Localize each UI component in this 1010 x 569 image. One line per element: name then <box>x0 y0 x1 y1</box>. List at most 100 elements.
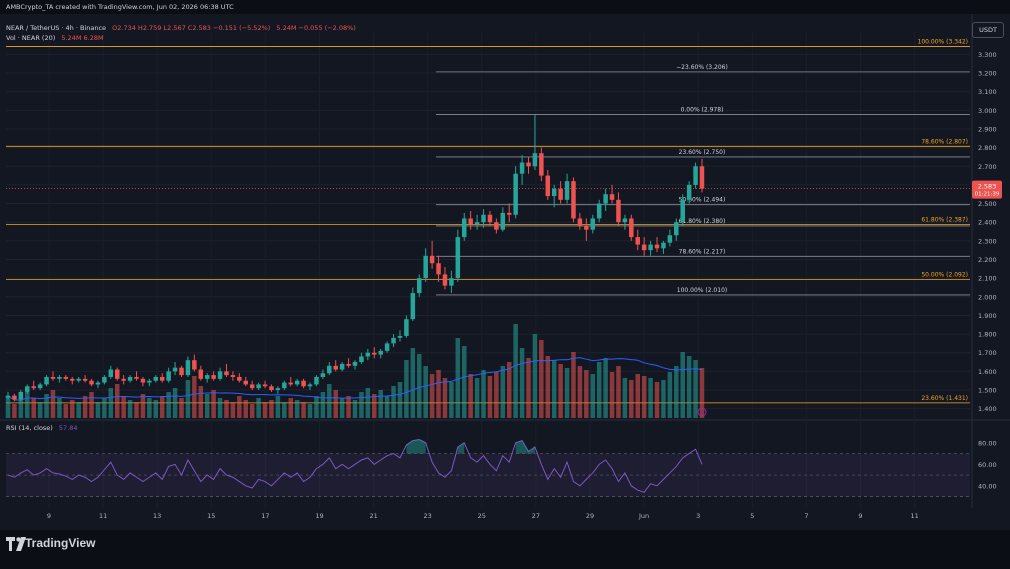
candle-body <box>243 380 249 385</box>
rsi-indicator-value: 57.84 <box>58 424 78 432</box>
volume-bar <box>256 398 261 418</box>
volume-bar <box>82 396 88 418</box>
volume-bar <box>172 388 178 418</box>
time-tick-label: 17 <box>261 512 269 520</box>
volume-bar <box>230 402 236 418</box>
tradingview-logo[interactable]: TradingView <box>6 534 116 554</box>
volume-bar <box>5 396 11 418</box>
volume-bar <box>667 372 673 418</box>
volume-bar <box>37 402 43 418</box>
candle-body <box>185 360 191 376</box>
candle-body <box>417 278 422 294</box>
volume-bar <box>616 366 621 418</box>
volume-bar <box>359 392 364 418</box>
volume-bar <box>224 400 229 418</box>
candle-body <box>506 212 512 215</box>
rsi-overbought-area <box>515 440 535 454</box>
volume-bar <box>487 376 493 418</box>
candle-body <box>571 181 576 219</box>
time-tick-label: Jun <box>638 512 649 520</box>
candle-body <box>513 173 518 215</box>
volume-bar <box>513 324 518 418</box>
candle-body <box>339 363 345 370</box>
candle-body <box>564 181 570 200</box>
candle-body <box>320 373 326 377</box>
candle-body <box>532 153 538 167</box>
time-tick-label: 15 <box>207 512 215 520</box>
volume-bar <box>333 390 338 418</box>
candle-body <box>551 188 557 197</box>
volume-bar <box>339 398 345 418</box>
candle-body <box>294 380 300 385</box>
axes[interactable]: 3.3003.2003.1003.0002.9002.8002.7002.600… <box>47 51 1002 520</box>
candle-body <box>545 175 551 197</box>
candlesticks[interactable] <box>5 114 970 417</box>
volume-bar <box>584 370 589 418</box>
price-tick-label: 2.300 <box>978 237 997 245</box>
candle-body <box>314 376 319 385</box>
fib-level-label: 61.80% (2.387) <box>921 217 968 224</box>
candle-body <box>481 214 486 223</box>
volume-bar <box>417 354 422 418</box>
symbol-label[interactable]: NEAR / TetherUS · 4h · Binance <box>6 24 107 32</box>
volume-bar <box>436 370 441 418</box>
candle-body <box>82 378 88 381</box>
candle-body <box>102 376 107 383</box>
fib-level-label: 23.60% (1.431) <box>921 395 968 402</box>
candle-body <box>282 382 287 389</box>
volume-bar <box>114 384 120 418</box>
chart-credit: AMBCrypto_TA created with TradingView.co… <box>6 3 234 11</box>
candle-body <box>455 237 461 279</box>
rsi-indicator-label[interactable]: RSI (14, close) <box>6 424 53 432</box>
time-tick-label: 19 <box>315 512 323 520</box>
time-tick-label: 3 <box>696 512 700 520</box>
volume-bar <box>237 396 242 418</box>
rsi-tick-label: 80.00 <box>978 439 997 447</box>
candle-body <box>693 166 698 185</box>
candle-body <box>603 194 608 204</box>
price-chart[interactable]: 100.00% (3.342) 78.60% (2.807) 61.80% (2.3… <box>0 14 1010 534</box>
volume-bar <box>539 340 544 418</box>
candle-body <box>461 218 467 238</box>
volume-bar <box>622 378 628 418</box>
volume-bar <box>307 404 313 418</box>
volume-bar <box>262 402 268 418</box>
price-tick-label: 3.100 <box>978 88 997 96</box>
price-tick-label: 1.900 <box>978 312 997 320</box>
rsi-overbought-area <box>457 442 465 454</box>
candle-body <box>288 382 293 385</box>
volume-bar <box>391 386 396 418</box>
rsi-legend: RSI (14, close) 57.84 <box>6 424 78 432</box>
candle-body <box>449 278 454 286</box>
price-tick-label: 2.000 <box>978 293 997 301</box>
candle-body <box>275 388 281 391</box>
volume-bar <box>410 348 416 418</box>
candle-body <box>365 352 371 357</box>
candle-body <box>256 384 261 389</box>
candle-body <box>577 218 583 226</box>
volume-bar <box>526 358 531 418</box>
fib-extension-label: 23.60% (2.750) <box>679 149 726 156</box>
volume-bar <box>506 362 512 418</box>
candle-body <box>372 352 377 355</box>
volume-bar <box>57 398 62 418</box>
candle-body <box>667 235 673 243</box>
volume-indicator-label[interactable]: Vol · NEAR (20) <box>6 34 56 42</box>
candle-body <box>661 242 666 249</box>
volume-bar <box>590 374 596 418</box>
currency-button[interactable]: USDT <box>972 22 1004 38</box>
volume-bar <box>153 400 159 418</box>
volume-bar <box>629 380 634 418</box>
candle-body <box>192 360 197 370</box>
volume-ma-change: 5.24M −0.055 (−2.08%) <box>276 24 356 32</box>
price-tick-label: 1.800 <box>978 331 997 339</box>
candle-body <box>333 365 338 370</box>
candle-body <box>474 222 480 225</box>
candle-body <box>121 378 126 381</box>
candle-body <box>301 380 306 387</box>
volume-bar <box>89 392 94 418</box>
volume-bar <box>314 396 319 418</box>
volume-bar <box>397 382 403 418</box>
volume-bar <box>442 378 448 418</box>
rsi-pane[interactable] <box>6 439 970 497</box>
